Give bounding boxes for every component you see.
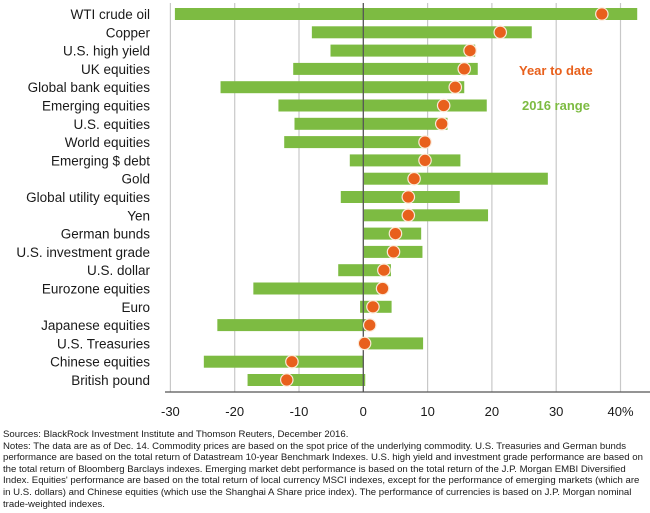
range-bar xyxy=(330,44,476,57)
category-label: Euro xyxy=(121,300,150,315)
range-bar xyxy=(338,264,391,277)
ytd-dot xyxy=(463,43,477,58)
range-bar xyxy=(278,99,487,112)
sources-text: Sources: BlackRock Investment Institute … xyxy=(3,429,349,440)
ytd-dot xyxy=(362,318,377,332)
range-bars xyxy=(174,8,638,386)
category-label: Copper xyxy=(106,25,151,40)
x-tick-labels: -30 -20 -10 0 10 20 30 40% xyxy=(161,404,634,419)
ytd-dot xyxy=(366,299,380,314)
range-chart: WTI crude oil Copper U.S. high yield UK equ… xyxy=(16,3,650,419)
range-bar xyxy=(220,81,465,94)
range-bar xyxy=(203,355,364,368)
category-label: Yen xyxy=(127,208,150,223)
ytd-dot xyxy=(436,98,451,113)
range-bar xyxy=(253,282,381,295)
ytd-dot xyxy=(418,153,432,168)
ytd-dot xyxy=(401,190,416,204)
category-label: Global bank equities xyxy=(28,80,151,95)
range-bar xyxy=(217,319,367,332)
ytd-dot xyxy=(285,354,299,369)
x-tick-label: 10 xyxy=(420,404,434,419)
ytd-dot xyxy=(448,80,463,94)
category-label: U.S. Treasuries xyxy=(57,336,150,351)
legend-range-label: 2016 range xyxy=(522,98,590,113)
category-label: UK equities xyxy=(81,62,150,77)
ytd-dot xyxy=(595,7,609,21)
category-label: Japanese equities xyxy=(41,318,150,333)
ytd-dot xyxy=(457,62,472,76)
range-bar xyxy=(363,337,424,350)
category-label: Gold xyxy=(121,172,150,187)
category-label: U.S. investment grade xyxy=(16,245,150,260)
range-bar xyxy=(363,172,548,185)
x-tick-label: -20 xyxy=(225,404,244,419)
ytd-dot xyxy=(493,25,508,40)
ytd-dot xyxy=(407,171,421,186)
legend-ytd-label: Year to date xyxy=(519,63,593,78)
category-label: Global utility equities xyxy=(26,190,150,205)
range-bar xyxy=(340,191,460,203)
range-bar xyxy=(247,374,366,386)
category-label: Emerging $ debt xyxy=(51,153,150,168)
range-bar xyxy=(294,117,448,130)
category-label: World equities xyxy=(65,135,151,150)
ytd-dot xyxy=(434,117,449,131)
notes-text: Notes: The data are as of Dec. 14. Commo… xyxy=(3,440,643,510)
category-label: Emerging equities xyxy=(42,99,150,114)
range-bar xyxy=(284,136,424,149)
range-bar xyxy=(293,62,478,75)
category-label: Chinese equities xyxy=(50,355,150,370)
x-tick-label: -10 xyxy=(290,404,309,419)
range-bar xyxy=(363,209,489,222)
ytd-dot xyxy=(386,245,401,259)
ytd-dot xyxy=(375,281,390,296)
category-labels: WTI crude oil Copper U.S. high yield UK equ… xyxy=(16,7,150,388)
x-tick-label: 20 xyxy=(485,404,499,419)
ytd-dot xyxy=(401,208,416,223)
ytd-dot xyxy=(279,373,294,387)
category-label: U.S. high yield xyxy=(63,44,150,59)
x-tick-label: 40% xyxy=(607,404,633,419)
x-tick-label: -30 xyxy=(161,404,180,419)
category-label: WTI crude oil xyxy=(70,7,150,22)
ytd-dot xyxy=(357,336,372,351)
x-tick-label: 0 xyxy=(360,404,367,419)
chart-notes: Sources: BlackRock Investment Institute … xyxy=(3,429,648,510)
ytd-dot xyxy=(388,226,403,241)
ytd-dot xyxy=(377,263,391,277)
ytd-dot xyxy=(418,135,432,149)
category-label: British pound xyxy=(71,373,150,388)
category-label: U.S. dollar xyxy=(87,263,151,278)
category-label: Eurozone equities xyxy=(42,282,150,297)
range-bar xyxy=(174,8,638,20)
ytd-markers xyxy=(279,7,609,387)
x-tick-label: 30 xyxy=(549,404,563,419)
category-label: German bunds xyxy=(61,227,151,242)
category-label: U.S. equities xyxy=(73,117,150,132)
range-bar xyxy=(349,154,461,167)
range-bar xyxy=(311,26,532,39)
